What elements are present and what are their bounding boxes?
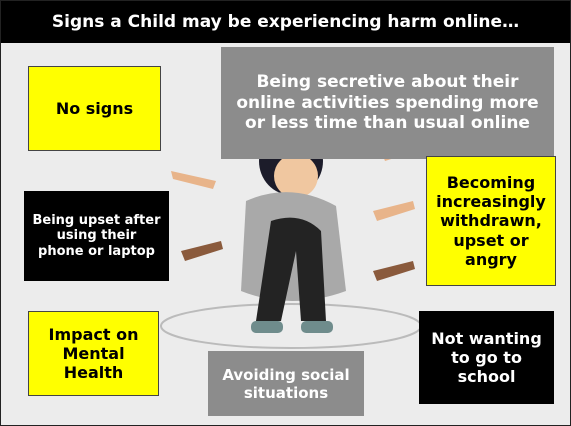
sign-box: Being secretive about their online activ…	[221, 47, 554, 159]
sign-box: Becoming increasingly withdrawn, upset o…	[426, 156, 556, 286]
sign-box: Being upset after using their phone or l…	[24, 191, 169, 281]
sign-box: Not wanting to go to school	[419, 311, 554, 404]
sign-box: Impact on Mental Health	[28, 311, 159, 396]
slide: Signs a Child may be experiencing harm o…	[0, 0, 571, 426]
title: Signs a Child may be experiencing harm o…	[1, 1, 570, 43]
sign-box: No signs	[28, 66, 161, 151]
sign-box: Avoiding social situations	[208, 351, 364, 416]
